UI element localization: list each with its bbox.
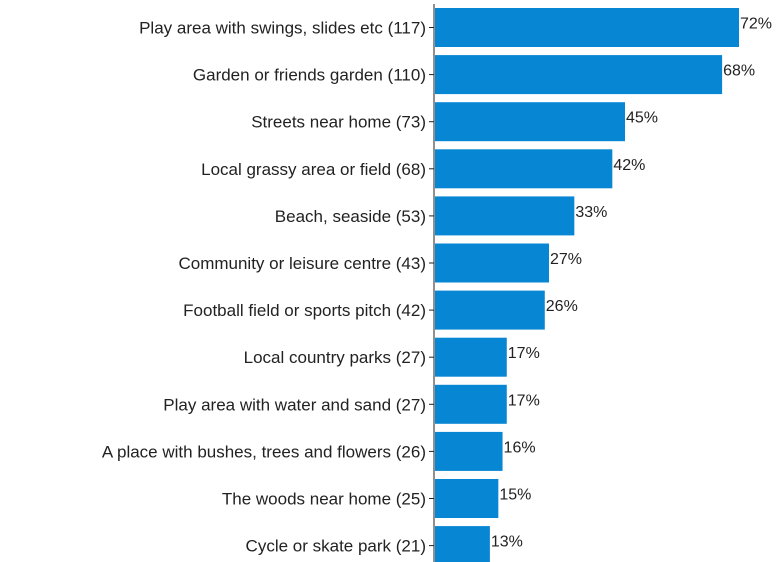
category-label: Play area with swings, slides etc (117) — [139, 19, 426, 38]
category-label: Cycle or skate park (21) — [246, 537, 426, 556]
value-label: 72% — [740, 16, 772, 33]
bar — [435, 8, 739, 47]
bar — [435, 384, 507, 424]
value-label: 26% — [546, 298, 578, 315]
category-label: The woods near home (25) — [222, 490, 426, 509]
category-labels: Play area with swings, slides etc (117) G… — [102, 19, 426, 556]
category-label: Play area with water and sand (27) — [163, 395, 426, 414]
bar — [435, 55, 723, 95]
category-label: Beach, seaside (53) — [275, 207, 426, 226]
value-label: 13% — [491, 534, 523, 551]
bar — [435, 431, 503, 471]
value-label: 42% — [613, 157, 645, 174]
bar — [435, 243, 549, 283]
bar — [435, 479, 499, 518]
bar — [435, 149, 613, 189]
bar — [435, 526, 490, 562]
value-label: 16% — [504, 439, 536, 456]
bar — [435, 102, 625, 142]
category-label: Local country parks (27) — [244, 348, 426, 367]
y-axis — [429, 4, 435, 562]
value-label: 33% — [575, 204, 607, 221]
bar — [435, 290, 545, 330]
value-label: 27% — [550, 251, 582, 268]
category-label: A place with bushes, trees and flowers (… — [102, 442, 426, 461]
value-label: 45% — [626, 110, 658, 127]
value-label: 15% — [499, 487, 531, 504]
value-labels: 72% 68% 45% 42% 33% 27% 26% 17% 17% 16% 15% 13% — [491, 16, 772, 551]
category-label: Garden or friends garden (110) — [193, 66, 426, 85]
category-label: Community or leisure centre (43) — [178, 254, 426, 273]
value-label: 17% — [508, 392, 540, 409]
value-label: 17% — [508, 345, 540, 362]
value-label: 68% — [723, 63, 755, 80]
bar — [435, 337, 507, 377]
category-label: Streets near home (73) — [251, 113, 426, 132]
category-label: Local grassy area or field (68) — [201, 160, 426, 179]
category-label: Football field or sports pitch (42) — [183, 301, 426, 320]
bar — [435, 196, 575, 236]
bars-group — [435, 8, 739, 562]
